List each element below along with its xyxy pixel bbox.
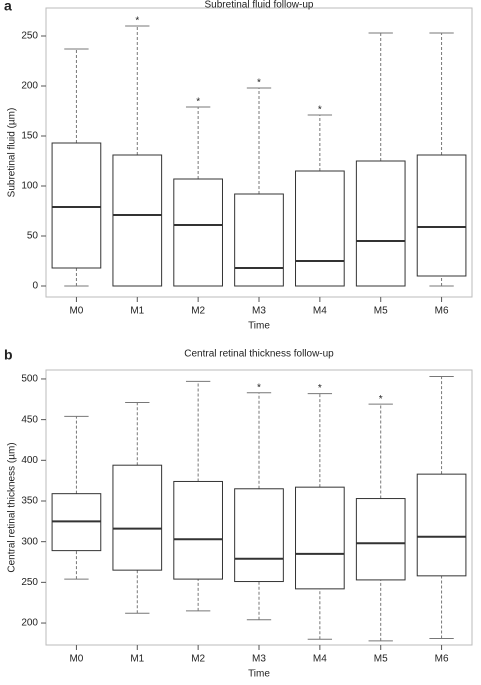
significance-mark: * bbox=[196, 97, 200, 108]
y-axis-label: Central retinal thickness (µm) bbox=[7, 442, 18, 572]
x-tick-label: M5 bbox=[374, 306, 388, 317]
x-axis-label: Time bbox=[248, 321, 270, 332]
significance-mark: * bbox=[318, 105, 322, 116]
panel-label: a bbox=[4, 0, 12, 14]
y-axis-label: Subretinal fluid (µm) bbox=[7, 108, 18, 198]
x-tick-label: M2 bbox=[191, 306, 205, 317]
y-tick-label: 250 bbox=[21, 577, 38, 588]
x-tick-label: M0 bbox=[69, 654, 83, 665]
box bbox=[295, 486, 345, 590]
y-tick-label: 250 bbox=[21, 31, 38, 42]
chart-title: Subretinal fluid follow-up bbox=[205, 0, 314, 11]
x-tick-label: M5 bbox=[374, 654, 388, 665]
y-tick-label: 50 bbox=[27, 231, 39, 242]
significance-mark: * bbox=[257, 78, 261, 89]
y-tick-label: 200 bbox=[21, 81, 38, 92]
box bbox=[416, 473, 467, 577]
y-tick-label: 350 bbox=[21, 496, 38, 507]
significance-mark: * bbox=[318, 383, 322, 394]
box bbox=[173, 480, 223, 580]
significance-mark: * bbox=[257, 382, 261, 393]
x-tick-label: M1 bbox=[130, 306, 144, 317]
box bbox=[234, 488, 284, 583]
box bbox=[51, 142, 102, 269]
box bbox=[355, 160, 406, 287]
x-axis-label: Time bbox=[248, 669, 270, 680]
panel-label: b bbox=[4, 347, 13, 363]
x-tick-label: M6 bbox=[435, 306, 449, 317]
x-tick-label: M3 bbox=[252, 306, 266, 317]
box bbox=[234, 193, 284, 287]
y-tick-label: 0 bbox=[32, 281, 38, 292]
x-tick-label: M6 bbox=[435, 654, 449, 665]
y-tick-label: 500 bbox=[21, 374, 38, 385]
y-tick-label: 300 bbox=[21, 536, 38, 547]
y-tick-label: 400 bbox=[21, 455, 38, 466]
x-tick-label: M0 bbox=[69, 306, 83, 317]
y-tick-label: 450 bbox=[21, 414, 38, 425]
box bbox=[355, 498, 406, 581]
significance-mark: * bbox=[379, 394, 383, 405]
x-tick-label: M4 bbox=[313, 654, 327, 665]
box bbox=[416, 154, 467, 277]
x-tick-label: M3 bbox=[252, 654, 266, 665]
x-tick-label: M4 bbox=[313, 306, 327, 317]
x-tick-label: M2 bbox=[191, 654, 205, 665]
box bbox=[112, 464, 163, 571]
y-tick-label: 150 bbox=[21, 131, 38, 142]
box bbox=[295, 170, 345, 287]
box bbox=[112, 154, 163, 287]
significance-mark: * bbox=[135, 16, 139, 27]
box bbox=[173, 178, 223, 287]
y-tick-label: 100 bbox=[21, 181, 38, 192]
x-tick-label: M1 bbox=[130, 654, 144, 665]
chart-title: Central retinal thickness follow-up bbox=[184, 349, 334, 360]
y-tick-label: 200 bbox=[21, 618, 38, 629]
